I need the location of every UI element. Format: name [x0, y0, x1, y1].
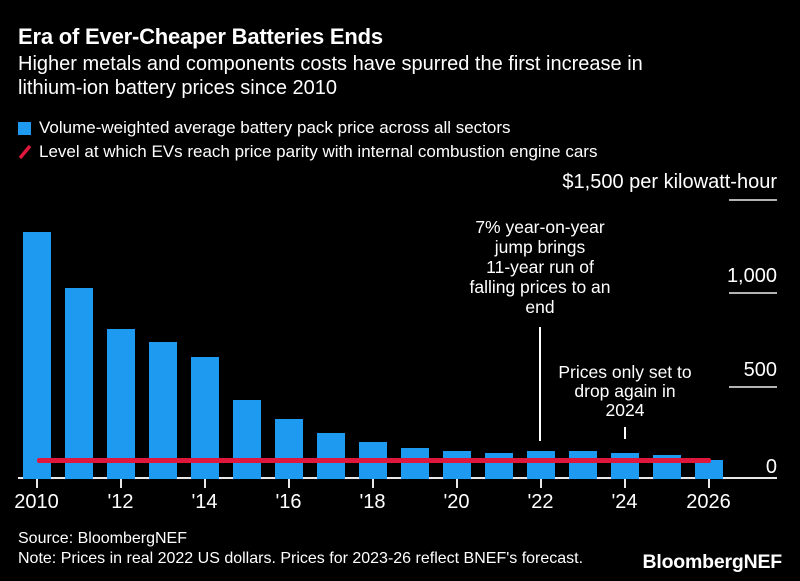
annotation-2024-drop: Prices only set to drop again in 2024 [558, 362, 692, 420]
legend-slash-icon [18, 144, 32, 160]
annotation-pointer-line-2022 [539, 327, 541, 441]
x-tick-label-20: '20 [443, 491, 470, 513]
bar-2017 [316, 433, 345, 479]
y-tick-1000 [729, 292, 777, 294]
x-tick-2010 [35, 479, 38, 488]
subtitle-line-1: Higher metals and components costs have … [18, 53, 643, 75]
y-tick-label-500: 500 [743, 358, 777, 381]
y-axis-unit-label: $1,500 per kilowatt-hour [562, 171, 777, 193]
x-tick-22 [539, 479, 542, 488]
x-tick-12 [119, 479, 122, 488]
x-tick-14 [203, 479, 206, 488]
x-tick-label-14: '14 [191, 491, 218, 513]
annotation-2022-jump: 7% year-on-year jump brings 11-year run … [469, 217, 611, 317]
x-tick-20 [455, 479, 458, 488]
bar-2016 [274, 419, 303, 479]
bar-2010 [22, 232, 51, 479]
x-tick-label-22: '22 [527, 491, 554, 513]
bloomberg-nef-logo: BloombergNEF [642, 551, 782, 573]
legend-label: Level at which EVs reach price parity wi… [39, 142, 598, 161]
x-tick-label-2010: 2010 [14, 491, 59, 513]
x-tick-18 [371, 479, 374, 488]
y-tick-1500 [729, 198, 777, 201]
x-tick-label-24: '24 [611, 491, 638, 513]
bar-2023 [568, 450, 597, 479]
page-subtitle: Higher metals and components costs have … [18, 52, 643, 100]
y-tick-label-0: 0 [765, 456, 777, 478]
bar-2022 [526, 450, 555, 479]
subtitle-line-2: lithium-ion battery prices since 2010 [18, 77, 338, 99]
page-title: Era of Ever-Cheaper Batteries Ends [18, 24, 383, 49]
x-tick-label-12: '12 [107, 491, 134, 513]
bar-2012 [106, 329, 135, 479]
legend-square-icon [18, 121, 31, 135]
bar-2024 [610, 453, 639, 479]
note-text: Note: Prices in real 2022 US dollars. Pr… [18, 550, 584, 567]
bar-2019 [400, 447, 429, 479]
legend-item-parity: Level at which EVs reach price parity wi… [18, 141, 597, 163]
source-text: Source: BloombergNEF [18, 530, 187, 547]
x-tick-label-16: '16 [275, 491, 302, 513]
bar-2013 [148, 342, 177, 479]
legend-label: Volume-weighted average battery pack pri… [39, 118, 511, 137]
x-tick-2026 [707, 479, 710, 488]
y-tick-label-1000: 1,000 [726, 265, 777, 287]
bar-2021 [484, 452, 513, 479]
y-tick-500 [729, 385, 777, 388]
price-parity-line [36, 457, 711, 463]
bar-2015 [232, 400, 261, 479]
bar-2020 [442, 450, 471, 479]
x-tick-24 [623, 479, 626, 488]
annotation-pointer-line-2024 [624, 427, 626, 439]
x-axis-line [18, 477, 777, 479]
bar-2026 [694, 460, 723, 479]
x-tick-label-2026: 2026 [686, 491, 731, 513]
x-tick-16 [287, 479, 290, 488]
bar-2011 [64, 288, 93, 479]
x-tick-label-18: '18 [359, 491, 386, 513]
legend-item-pack-price: Volume-weighted average battery pack pri… [18, 117, 511, 139]
